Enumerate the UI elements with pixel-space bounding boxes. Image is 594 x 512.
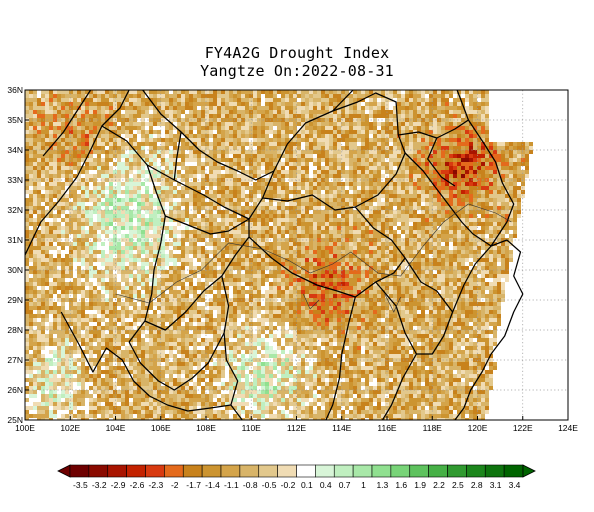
- lat-tick-label: 29N: [7, 295, 23, 305]
- colorbar-label: 1.6: [395, 480, 407, 490]
- colorbar-swatch: [484, 464, 505, 478]
- colorbar-swatch: [164, 464, 184, 478]
- lat-tick-label: 27N: [7, 355, 23, 365]
- colorbar-swatch: [296, 464, 316, 478]
- lat-tick-label: 32N: [7, 205, 23, 215]
- colorbar-labels: -3.5 -3.2 -2.9 -2.6 -2.3 -2 -1.7 -1.4 -1.1 -0.8 -0…: [73, 480, 521, 490]
- colorbar-swatch: [258, 464, 278, 478]
- lat-tick-label: 30N: [7, 265, 23, 275]
- colorbar-swatch: [466, 464, 486, 478]
- colorbar-swatch: [182, 464, 203, 478]
- longitude-axis: 100E 102E 104E 106E 108E 110E 112E 114E 116E 118E…: [15, 416, 578, 433]
- lon-tick-label: 116E: [377, 423, 397, 433]
- colorbar-label: 1.3: [376, 480, 388, 490]
- lat-tick-label: 34N: [7, 145, 23, 155]
- colorbar-label: -0.2: [281, 480, 296, 490]
- colorbar-swatch: [390, 464, 411, 478]
- colorbar-swatch: [69, 464, 90, 478]
- colorbar-label: 2.8: [471, 480, 483, 490]
- colorbar-label: -2.3: [149, 480, 164, 490]
- colorbar-swatch: [277, 464, 297, 478]
- colorbar-swatch: [447, 464, 467, 478]
- colorbar-swatch: [220, 464, 241, 478]
- colorbar-label: 3.1: [490, 480, 502, 490]
- lat-tick-label: 28N: [7, 325, 23, 335]
- colorbar-label: -3.5: [73, 480, 88, 490]
- colorbar-label: -2.6: [130, 480, 145, 490]
- colorbar-label: -1.7: [186, 480, 201, 490]
- lat-lon-grid: [25, 90, 568, 420]
- colorbar-swatch: [409, 464, 429, 478]
- lon-tick-label: 118E: [423, 423, 443, 433]
- colorbar-swatch: [201, 464, 222, 478]
- lon-tick-label: 120E: [468, 423, 488, 433]
- colorbar-max-arrow: [522, 464, 536, 478]
- colorbar-label: -0.5: [262, 480, 277, 490]
- colorbar-label: -2.9: [111, 480, 126, 490]
- colorbar: [57, 464, 536, 478]
- drought-index-field: [25, 90, 533, 420]
- colorbar-label: 2.5: [452, 480, 464, 490]
- colorbar-swatch: [107, 464, 127, 478]
- lon-tick-label: 104E: [106, 423, 126, 433]
- lon-tick-label: 124E: [558, 423, 578, 433]
- lat-tick-label: 36N: [7, 85, 23, 95]
- lon-tick-label: 102E: [60, 423, 80, 433]
- title-line-2: Yangtze On:2022-08-31: [200, 62, 394, 80]
- colorbar-label: -3.2: [92, 480, 107, 490]
- colorbar-swatch: [428, 464, 448, 478]
- colorbar-label: -1.4: [205, 480, 220, 490]
- lat-tick-label: 25N: [7, 415, 23, 425]
- colorbar-swatch: [126, 464, 146, 478]
- lon-tick-label: 100E: [15, 423, 35, 433]
- colorbar-swatch: [352, 464, 373, 478]
- colorbar-label: -2: [171, 480, 179, 490]
- lon-tick-label: 122E: [513, 423, 533, 433]
- province-borders: [25, 90, 524, 420]
- colorbar-label: 0.4: [320, 480, 332, 490]
- lon-tick-label: 110E: [242, 423, 262, 433]
- colorbar-swatch: [503, 464, 524, 478]
- colorbar-swatch: [315, 464, 335, 478]
- colorbar-swatch: [145, 464, 165, 478]
- colorbar-label: 0.7: [339, 480, 351, 490]
- colorbar-label: 0.1: [301, 480, 313, 490]
- colorbar-label: -1.1: [224, 480, 239, 490]
- lon-tick-label: 108E: [196, 423, 216, 433]
- colorbar-label: 2.2: [433, 480, 445, 490]
- latitude-axis: 25N 26N 27N 28N 29N 30N 31N 32N 33N 34N 35N 36N: [7, 85, 29, 425]
- lon-tick-label: 106E: [151, 423, 171, 433]
- lat-tick-label: 33N: [7, 175, 23, 185]
- lat-tick-label: 31N: [7, 235, 23, 245]
- colorbar-swatch: [333, 464, 354, 478]
- lon-tick-label: 114E: [332, 423, 352, 433]
- colorbar-label: 3.4: [509, 480, 521, 490]
- lon-tick-label: 112E: [287, 423, 307, 433]
- colorbar-label: 1.9: [414, 480, 426, 490]
- lat-tick-label: 35N: [7, 115, 23, 125]
- colorbar-swatch: [239, 464, 260, 478]
- lat-tick-label: 26N: [7, 385, 23, 395]
- colorbar-swatch: [88, 464, 109, 478]
- colorbar-swatch: [371, 464, 392, 478]
- colorbar-min-arrow: [57, 464, 71, 478]
- colorbar-label: 1: [361, 480, 366, 490]
- colorbar-label: -0.8: [243, 480, 258, 490]
- title-line-1: FY4A2G Drought Index: [204, 44, 390, 62]
- map-title: FY4A2G Drought Index Yangtze On:2022-08-…: [0, 44, 594, 80]
